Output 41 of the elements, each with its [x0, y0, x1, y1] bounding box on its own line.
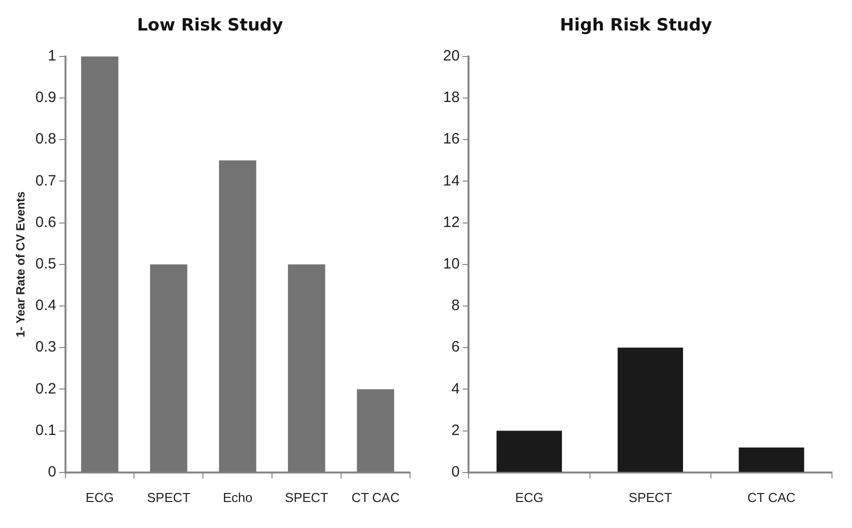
y-tick-label: 0.9	[35, 89, 56, 106]
chart-title: High Risk Study	[560, 16, 712, 36]
x-tick-label: SPECT	[147, 490, 190, 505]
y-tick-label: 0	[451, 464, 460, 481]
x-tick-label: ECG	[86, 490, 114, 505]
y-tick-label: 6	[451, 338, 460, 356]
y-tick-label: 0.5	[35, 256, 56, 273]
x-tick-label: CT CAC	[747, 490, 796, 505]
y-tick-label: 2	[451, 422, 460, 439]
y-tick-label: 4	[451, 380, 460, 398]
y-tick-label: 0.7	[35, 172, 56, 190]
y-tick-label: 20	[442, 48, 460, 65]
y-tick-label: 0.6	[35, 214, 56, 231]
y-tick-label: 0	[48, 464, 56, 481]
y-tick-label: 18	[442, 89, 460, 106]
y-tick-label: 0.4	[35, 297, 56, 314]
bar	[81, 56, 118, 472]
y-axis-title: 1- Year Rate of CV Events	[14, 191, 28, 338]
bar	[738, 447, 804, 472]
bar	[150, 264, 188, 472]
y-tick-label: 0.3	[35, 338, 56, 356]
bar	[219, 160, 256, 472]
x-tick-label: CT CAC	[351, 490, 400, 505]
y-tick-label: 0.8	[35, 130, 56, 148]
x-tick-label: SPECT	[284, 490, 328, 505]
y-tick-label: 16	[442, 130, 460, 148]
y-tick-label: 14	[442, 172, 460, 190]
x-tick-label: ECG	[515, 490, 544, 505]
x-tick-label: SPECT	[628, 490, 672, 505]
y-tick-label: 8	[451, 297, 460, 314]
y-tick-label: 12	[442, 214, 460, 231]
y-tick-label: 0.1	[35, 422, 56, 439]
chart-title: Low Risk Study	[136, 16, 284, 36]
y-tick-label: 10	[442, 256, 460, 273]
x-tick-label: Echo	[222, 490, 252, 505]
y-tick-label: 0.2	[35, 380, 56, 398]
bar	[356, 389, 394, 472]
y-tick-label: 1	[48, 48, 56, 65]
bar	[618, 348, 684, 472]
bar	[288, 264, 326, 472]
bar	[496, 430, 562, 472]
